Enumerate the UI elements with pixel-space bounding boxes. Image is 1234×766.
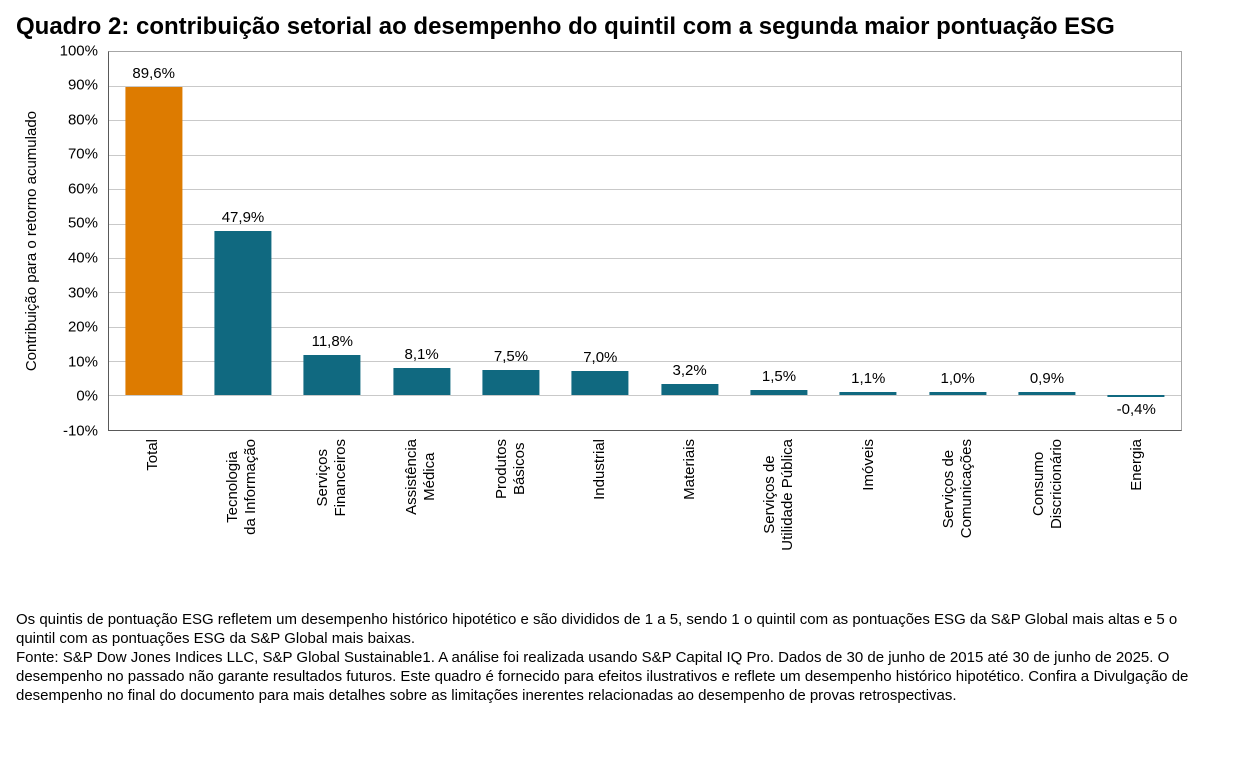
bar-value-label: 1,1% xyxy=(851,369,886,387)
bar xyxy=(571,371,629,396)
footnotes: Os quintis de pontuação ESG refletem um … xyxy=(16,610,1218,705)
chart-title: Quadro 2: contribuição setorial ao desem… xyxy=(16,13,1115,40)
bar xyxy=(661,384,719,396)
chart-area: Contribuição para o retorno acumulado 10… xyxy=(16,42,1182,596)
gridline xyxy=(109,395,1181,397)
bar-value-label: 0,9% xyxy=(1029,370,1065,388)
x-axis-label: Assistência Médica xyxy=(403,438,439,515)
y-tick-label: 70% xyxy=(67,145,98,163)
bar-column: 11,8% xyxy=(288,52,377,430)
x-slot: Produtos Básicos xyxy=(466,439,556,596)
bar-value-label: 7,0% xyxy=(583,349,618,367)
x-slot: Materiais xyxy=(645,439,735,596)
bar-column: 3,2% xyxy=(645,52,734,430)
y-tick-label: 20% xyxy=(67,318,98,336)
x-axis-label: Serviços de Utilidade Pública xyxy=(761,438,797,551)
bar-value-label: 7,5% xyxy=(493,347,529,365)
bar xyxy=(214,230,272,396)
x-slot: Total xyxy=(108,439,198,596)
x-axis-label: Consumo Discricionário xyxy=(1029,438,1065,529)
gridline xyxy=(109,326,1181,328)
footnote-1: Os quintis de pontuação ESG refletem um … xyxy=(16,610,1178,647)
bar-column: 0,9% xyxy=(1002,52,1091,430)
x-axis-labels: Total Tecnologia da Informação Serviços Fi… xyxy=(108,431,1182,596)
x-slot: Consumo Discricionário xyxy=(1003,439,1093,596)
gridline xyxy=(109,360,1181,362)
bar-column: 1,0% xyxy=(913,52,1002,430)
y-tick-label: 90% xyxy=(67,76,98,94)
bar xyxy=(750,390,808,396)
bar-value-label: 89,6% xyxy=(132,65,175,83)
bar xyxy=(125,87,183,396)
bar-column: 1,5% xyxy=(734,52,823,430)
gridline xyxy=(109,154,1181,156)
bar xyxy=(393,367,451,396)
x-slot: Serviços de Comunicações xyxy=(914,439,1004,596)
bar-column: 89,6% xyxy=(109,52,198,430)
y-tick-label: 0% xyxy=(76,387,98,405)
bar xyxy=(929,391,987,396)
bar-value-label: 11,8% xyxy=(311,332,354,350)
bar xyxy=(1018,392,1076,396)
y-tick-label: 10% xyxy=(67,353,98,371)
footnote-2: Fonte: S&P Dow Jones Indices LLC, S&P Gl… xyxy=(16,648,1189,704)
y-axis-title-cell: Contribuição para o retorno acumulado xyxy=(16,51,46,431)
bar xyxy=(303,354,361,396)
gridline xyxy=(109,292,1181,294)
x-axis-label: Serviços de Comunicações xyxy=(940,438,976,538)
gridline xyxy=(109,120,1181,122)
y-tick-label: 60% xyxy=(67,180,98,198)
bar-column: 8,1% xyxy=(377,52,466,430)
x-axis-label: Imóveis xyxy=(859,438,877,491)
y-tick-label: 40% xyxy=(67,249,98,267)
y-tick-label: 100% xyxy=(59,42,98,60)
bar-column: 1,1% xyxy=(824,52,913,430)
gridline xyxy=(109,189,1181,191)
x-slot: Assistência Médica xyxy=(377,439,467,596)
bar-value-label: 47,9% xyxy=(221,208,265,226)
bar-value-label: 8,1% xyxy=(404,345,439,363)
y-tick-label: 30% xyxy=(67,284,98,302)
x-axis-label: Total xyxy=(143,438,161,471)
gridline xyxy=(109,223,1181,225)
x-axis-label: Materiais xyxy=(680,438,698,500)
bar-column: 7,0% xyxy=(556,52,645,430)
x-axis-label: Serviços Financeiros xyxy=(313,438,349,517)
gridline xyxy=(109,86,1181,88)
bar-column: -0,4% xyxy=(1092,52,1181,430)
x-axis-label: Industrial xyxy=(591,438,609,500)
plot-area: 89,6% 47,9% 11,8% 8,1% 7,5% 7,0% 3,2% 1,5% 1,1% 1… xyxy=(108,50,1182,431)
bar-value-label: 1,5% xyxy=(761,368,797,386)
y-tick-label: 80% xyxy=(67,111,98,129)
x-slot: Industrial xyxy=(556,439,646,596)
x-slot: Serviços de Utilidade Pública xyxy=(735,439,825,596)
bar-value-label: 3,2% xyxy=(672,362,707,380)
bar-column: 47,9% xyxy=(198,52,287,430)
bars-container: 89,6% 47,9% 11,8% 8,1% 7,5% 7,0% 3,2% 1,5% 1,1% 1… xyxy=(109,52,1181,430)
y-tick-label: -10% xyxy=(62,422,98,440)
x-axis-label: Produtos Básicos xyxy=(492,438,528,499)
bar xyxy=(482,369,540,396)
bar-value-label: 1,0% xyxy=(940,369,975,387)
bar-column: 7,5% xyxy=(466,52,555,430)
bar-value-label: -0,4% xyxy=(1116,400,1156,418)
gridline xyxy=(109,257,1181,259)
x-slot: Energia xyxy=(1093,439,1183,596)
bar xyxy=(1107,395,1165,397)
y-axis-title: Contribuição para o retorno acumulado xyxy=(22,110,40,371)
x-slot: Imóveis xyxy=(824,439,914,596)
y-tick-label: 50% xyxy=(67,214,98,232)
x-axis-label: Tecnologia da Informação xyxy=(224,438,260,535)
x-axis-label: Energia xyxy=(1128,438,1146,491)
x-slot: Tecnologia da Informação xyxy=(198,439,288,596)
bar xyxy=(839,391,897,396)
y-tick-labels: 100% 90% 80% 70% 60% 50% 40% 30% 20% 10% 0% -10% xyxy=(46,42,108,439)
x-slot: Serviços Financeiros xyxy=(287,439,377,596)
